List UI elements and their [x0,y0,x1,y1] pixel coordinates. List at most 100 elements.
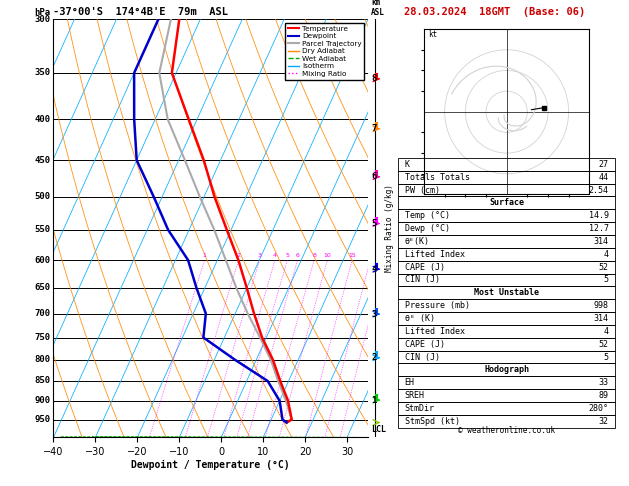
Text: 6: 6 [296,253,299,258]
Text: θᴱ (K): θᴱ (K) [404,314,435,323]
X-axis label: Dewpoint / Temperature (°C): Dewpoint / Temperature (°C) [131,460,290,470]
Bar [398,325,615,338]
Text: Pressure (mb): Pressure (mb) [404,301,470,310]
Text: 998: 998 [594,301,609,310]
Text: 800: 800 [34,355,50,364]
Text: 5: 5 [371,219,377,228]
Text: 314: 314 [594,237,609,246]
Text: 27: 27 [599,160,609,169]
Text: 400: 400 [34,115,50,124]
Text: 6: 6 [371,172,377,181]
Legend: Temperature, Dewpoint, Parcel Trajectory, Dry Adiabat, Wet Adiabat, Isotherm, Mi: Temperature, Dewpoint, Parcel Trajectory… [285,23,364,80]
Bar [398,338,615,350]
Bar [398,299,615,312]
Text: 2: 2 [237,253,240,258]
Text: 52: 52 [599,262,609,272]
Text: 900: 900 [34,396,50,405]
Text: 1: 1 [203,253,206,258]
Text: CIN (J): CIN (J) [404,276,440,284]
Text: 4: 4 [604,327,609,336]
Text: 8: 8 [371,74,377,84]
Text: 44: 44 [599,173,609,182]
Text: 4: 4 [371,265,377,274]
Text: 14.9: 14.9 [589,211,609,220]
Text: 89: 89 [599,391,609,400]
Text: 8: 8 [312,253,316,258]
Text: 5: 5 [286,253,289,258]
Bar [398,402,615,415]
Text: 33: 33 [599,378,609,387]
Bar [398,274,615,286]
Text: 950: 950 [34,415,50,424]
Text: Dewp (°C): Dewp (°C) [404,224,450,233]
Text: Lifted Index: Lifted Index [404,327,465,336]
Text: 1: 1 [371,396,377,404]
Bar [398,376,615,389]
Text: 314: 314 [594,314,609,323]
Text: 700: 700 [34,309,50,318]
Text: © weatheronline.co.uk: © weatheronline.co.uk [458,426,555,435]
Text: 650: 650 [34,283,50,293]
Text: Temp (°C): Temp (°C) [404,211,450,220]
Text: 3: 3 [257,253,262,258]
Text: θᴱ(K): θᴱ(K) [404,237,430,246]
Bar [398,222,615,235]
Bar [398,312,615,325]
Bar [398,235,615,248]
Text: 280°: 280° [589,404,609,413]
Bar [398,389,615,402]
Text: 300: 300 [34,15,50,24]
Text: 12.7: 12.7 [589,224,609,233]
Text: 3: 3 [371,310,377,319]
Text: SREH: SREH [404,391,425,400]
Text: CAPE (J): CAPE (J) [404,340,445,348]
Text: 28.03.2024  18GMT  (Base: 06): 28.03.2024 18GMT (Base: 06) [404,7,586,17]
Bar [398,171,615,184]
Text: 5: 5 [604,276,609,284]
Text: Most Unstable: Most Unstable [474,288,539,297]
Text: 2: 2 [371,353,377,362]
Text: 15: 15 [348,253,356,258]
Text: CIN (J): CIN (J) [404,352,440,362]
Text: 7: 7 [371,124,377,133]
Text: StmSpd (kt): StmSpd (kt) [404,417,460,426]
Text: 5: 5 [604,352,609,362]
Bar [398,209,615,222]
Bar [398,158,615,171]
Text: CAPE (J): CAPE (J) [404,262,445,272]
Bar [398,286,615,299]
Bar [398,184,615,196]
Text: km
ASL: km ASL [371,0,385,17]
Text: 2.54: 2.54 [589,186,609,194]
Text: 600: 600 [34,256,50,264]
Text: Mixing Ratio (g/kg): Mixing Ratio (g/kg) [386,185,394,272]
Text: Totals Totals: Totals Totals [404,173,470,182]
Text: K: K [404,160,409,169]
Text: EH: EH [404,378,415,387]
Text: Hodograph: Hodograph [484,365,529,374]
Text: 4: 4 [273,253,277,258]
Text: -37°00'S  174°4B'E  79m  ASL: -37°00'S 174°4B'E 79m ASL [53,7,228,17]
Bar [398,364,615,376]
Text: Surface: Surface [489,198,524,208]
Text: 32: 32 [599,417,609,426]
Text: 450: 450 [34,156,50,165]
Text: kt: kt [428,31,437,39]
Text: 10: 10 [323,253,331,258]
Text: 850: 850 [34,377,50,385]
Text: hPa: hPa [34,8,50,17]
Text: 52: 52 [599,340,609,348]
Bar [398,415,615,428]
Text: StmDir: StmDir [404,404,435,413]
Text: Lifted Index: Lifted Index [404,250,465,259]
Bar [398,248,615,260]
Bar [398,196,615,209]
Text: 750: 750 [34,333,50,342]
Text: 550: 550 [34,226,50,234]
Text: PW (cm): PW (cm) [404,186,440,194]
Bar [398,260,615,274]
Text: LCL: LCL [371,425,386,434]
Bar [398,350,615,364]
Text: 4: 4 [604,250,609,259]
Text: 350: 350 [34,69,50,77]
